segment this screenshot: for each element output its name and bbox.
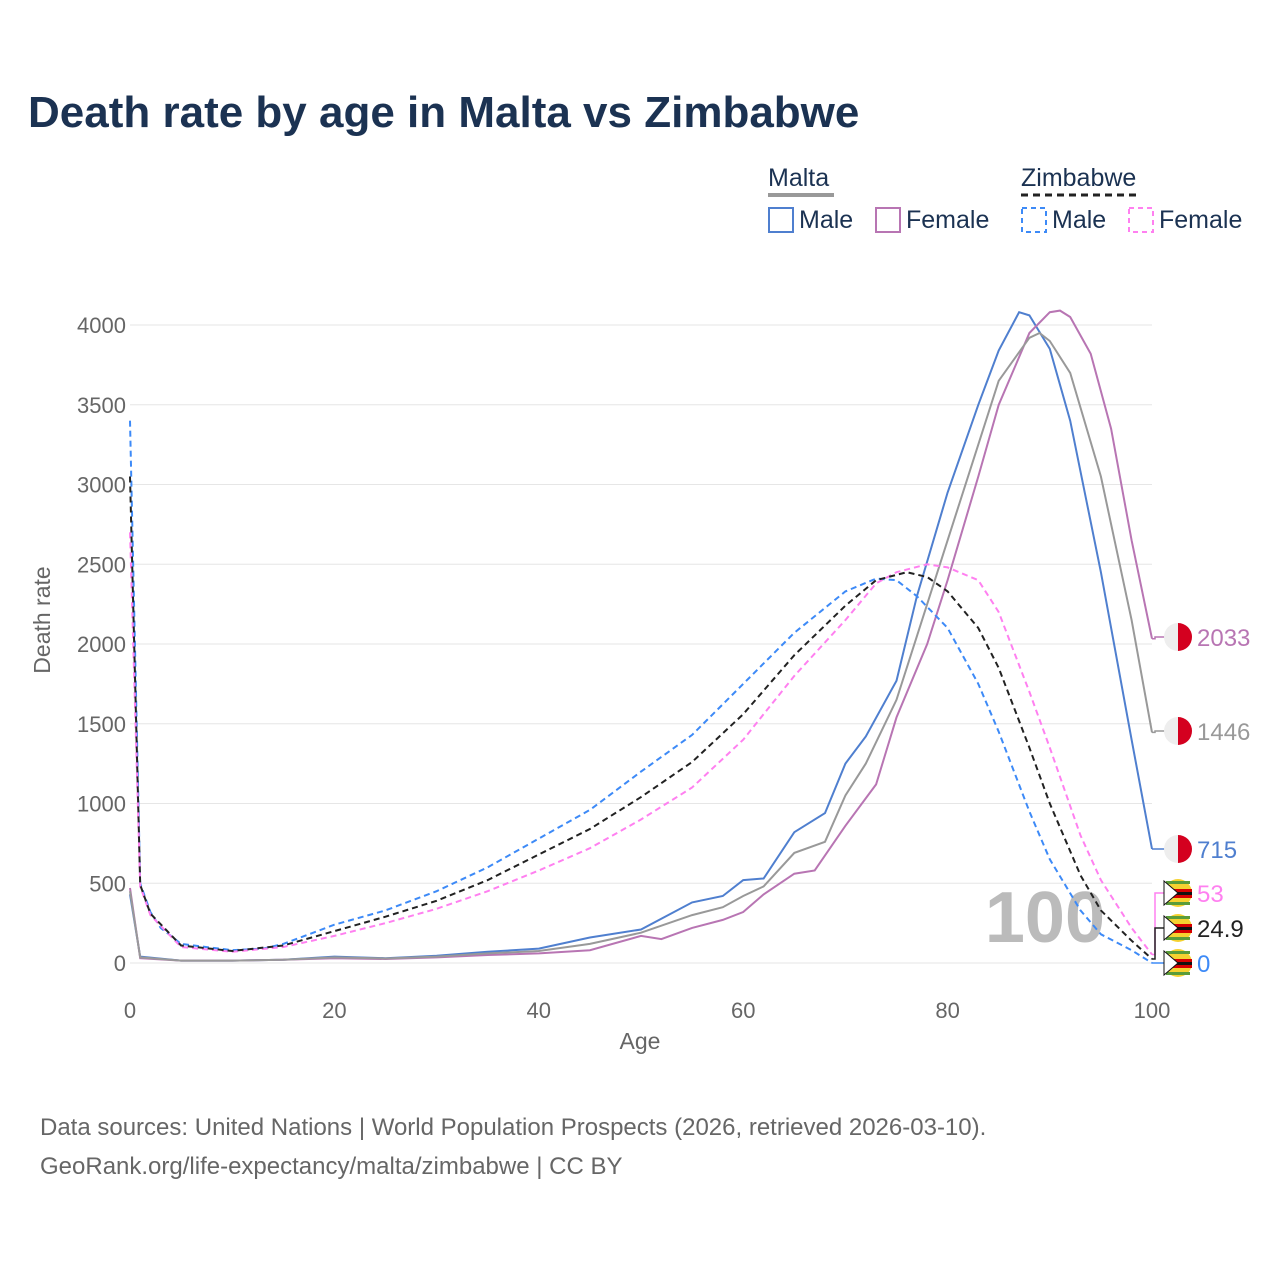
legend-malta-male-swatch [768,207,794,233]
zimbabwe-flag-stripe [1164,930,1192,933]
end-label-connector [1152,927,1165,960]
x-tick-label: 20 [322,998,346,1023]
chart-title: Death rate by age in Malta vs Zimbabwe [28,88,860,137]
legend-malta-male: Male [799,206,854,234]
malta-flag-red-half [1178,717,1192,745]
legend-zimbabwe-female-swatch [1128,207,1154,233]
end-label-connector [1152,892,1165,956]
source-note: Data sources: United Nations | World Pop… [40,1108,986,1186]
x-tick-label: 100 [1134,998,1171,1023]
zimbabwe-flag-stripe [1166,951,1190,954]
zimbabwe-flag-stripe [1164,924,1192,927]
legend-zimbabwe-male-swatch [1021,207,1047,233]
end-label-value: 0 [1197,951,1210,978]
x-tick-label: 40 [527,998,551,1023]
y-tick-label: 0 [114,951,126,976]
malta-flag-red-half [1178,623,1192,651]
end-label-value: 24.9 [1197,916,1244,943]
y-axis-label: Death rate [29,566,55,673]
series-line-malta-male [129,310,1153,962]
malta-flag-red-half [1178,835,1192,863]
legend-zimbabwe-female: Female [1159,206,1243,234]
legend-zimbabwe-male: Male [1052,206,1107,234]
end-label-value: 1446 [1197,719,1250,746]
zimbabwe-flag-stripe [1164,959,1192,962]
series-line-zimbabwe-male [129,420,1153,964]
zimbabwe-flag-stripe [1164,965,1192,968]
legend-group-zimbabwe: Zimbabwe [1021,164,1137,192]
end-label-connector [1152,730,1165,734]
y-tick-label: 2000 [77,632,126,657]
y-tick-label: 4000 [77,313,126,338]
zimbabwe-flag-stripe [1166,937,1190,940]
zimbabwe-flag-stripe [1166,902,1190,905]
legend-group-malta: Malta [768,164,830,192]
series-line-malta-female [129,309,1153,962]
zimbabwe-flag-stripe [1164,895,1192,898]
source-line-1: Data sources: United Nations | World Pop… [40,1114,987,1141]
y-tick-label: 3000 [77,473,126,498]
series-line-malta [129,331,1153,962]
end-label-connector [1152,636,1165,640]
zimbabwe-flag-triangle [1163,914,1179,942]
y-tick-label: 500 [89,871,126,896]
x-tick-label: 80 [935,998,959,1023]
y-tick-label: 1500 [77,712,126,737]
x-tick-label: 60 [731,998,755,1023]
legend-malta-female: Female [906,206,990,234]
zimbabwe-flag-stripe [1166,881,1190,884]
series-line-zimbabwe [129,476,1153,960]
zimbabwe-flag-triangle [1163,879,1179,907]
y-tick-label: 3500 [77,393,126,418]
end-label-value: 715 [1197,837,1237,864]
zimbabwe-flag-stripe [1166,972,1190,975]
series-line-zimbabwe-female [129,532,1153,956]
end-label-value: 53 [1197,881,1224,908]
legend-malta-female-swatch [875,207,901,233]
zimbabwe-flag-stripe [1164,889,1192,892]
zimbabwe-flag-triangle [1163,949,1179,977]
year-watermark: 100 [985,878,1105,958]
end-label-value: 2033 [1197,625,1250,652]
x-tick-label: 0 [124,998,136,1023]
source-line-2: GeoRank.org/life-expectancy/malta/zimbab… [40,1153,623,1180]
x-axis-label: Age [620,1028,661,1054]
zimbabwe-flag-stripe [1166,916,1190,919]
y-tick-label: 1000 [77,792,126,817]
y-tick-label: 2500 [77,552,126,577]
legend-graphics [768,193,1154,233]
